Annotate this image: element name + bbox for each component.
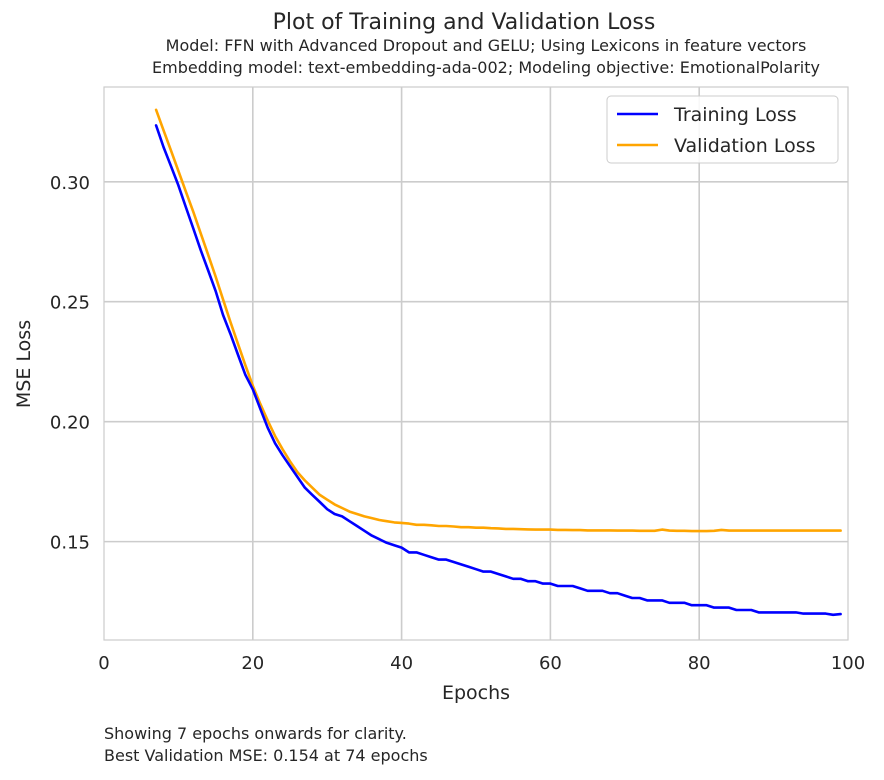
y-tick-label: 0.30	[50, 173, 90, 194]
y-tick-label: 0.20	[50, 413, 90, 434]
x-tick-label: 0	[98, 653, 109, 674]
x-axis-label: Epochs	[442, 682, 510, 704]
training-loss-line	[154, 124, 842, 617]
x-tick-label: 40	[390, 653, 413, 674]
y-axis-label: MSE Loss	[13, 320, 35, 408]
legend: Training Loss Validation Loss	[606, 95, 839, 164]
footnote-epochs: Showing 7 epochs onwards for clarity.	[104, 724, 407, 743]
legend-validation-label: Validation Loss	[674, 135, 816, 157]
footnote-best-mse: Best Validation MSE: 0.154 at 74 epochs	[104, 746, 428, 765]
x-tick-label: 100	[831, 653, 865, 674]
chart-title: Plot of Training and Validation Loss	[272, 10, 656, 35]
series-layer	[154, 108, 842, 617]
plot-frame	[103, 86, 849, 641]
x-tick-label: 80	[688, 653, 711, 674]
y-tick-label: 0.15	[50, 533, 90, 554]
chart-subtitle-embedding: Embedding model: text-embedding-ada-002;…	[152, 58, 820, 77]
validation-loss-line	[154, 108, 842, 533]
x-tick-label: 20	[241, 653, 264, 674]
chart-subtitle-model: Model: FFN with Advanced Dropout and GEL…	[165, 36, 807, 55]
legend-training-label: Training Loss	[673, 104, 797, 126]
y-tick-label: 0.25	[50, 293, 90, 314]
x-tick-label: 60	[539, 653, 562, 674]
legend-box	[606, 95, 839, 164]
grid	[104, 87, 848, 640]
tick-labels: 0 20 40 60 80 100 0.15 0.20 0.25 0.30	[50, 173, 865, 674]
